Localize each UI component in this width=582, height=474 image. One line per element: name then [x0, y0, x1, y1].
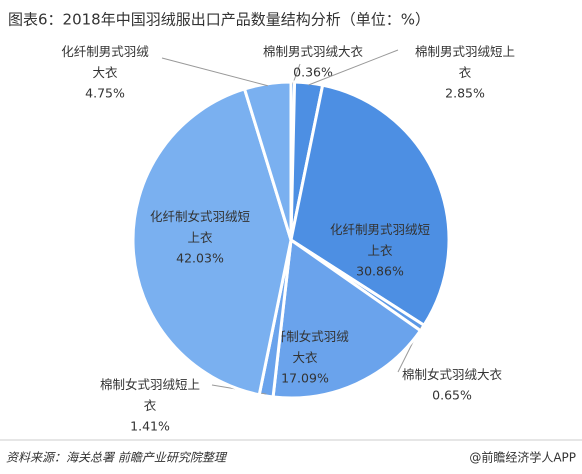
- leader-line: [308, 49, 399, 86]
- slice-label: 棉制男式羽绒大衣: [263, 44, 364, 59]
- chart-title: 图表6：2018年中国羽绒服出口产品数量结构分析（单位：%）: [8, 11, 430, 29]
- value-label: 17.09%: [281, 371, 329, 386]
- pie-slice: [271, 237, 423, 400]
- value-label: 0.65%: [432, 388, 472, 403]
- leader-line: [161, 57, 268, 87]
- slice-label: 棉制男式羽绒短上衣: [415, 44, 515, 80]
- value-label: 1.41%: [130, 419, 170, 434]
- slice-label: 棉制女式羽绒大衣: [402, 367, 503, 382]
- value-label: 4.75%: [85, 86, 125, 101]
- slice-label: 化纤制女式羽绒短上衣: [150, 209, 250, 245]
- value-label: 2.85%: [445, 86, 485, 101]
- brand: @前瞻经济学人APP: [469, 450, 576, 465]
- slice-label: 化纤制男式羽绒大衣: [61, 44, 149, 80]
- value-label: 42.03%: [176, 251, 224, 266]
- source: 资料来源：海关总署 前瞻产业研究院整理: [6, 451, 228, 465]
- slice-label: 棉制女式羽绒短上衣: [100, 377, 200, 413]
- value-label: 30.86%: [356, 264, 404, 279]
- slice-label: 化纤制男式羽绒短上衣: [330, 222, 430, 258]
- value-label: 0.36%: [293, 65, 333, 80]
- pie-slice: [131, 87, 293, 397]
- pie-slice: [242, 80, 293, 241]
- slice-label: 化纤制女式羽绒大衣: [261, 329, 349, 365]
